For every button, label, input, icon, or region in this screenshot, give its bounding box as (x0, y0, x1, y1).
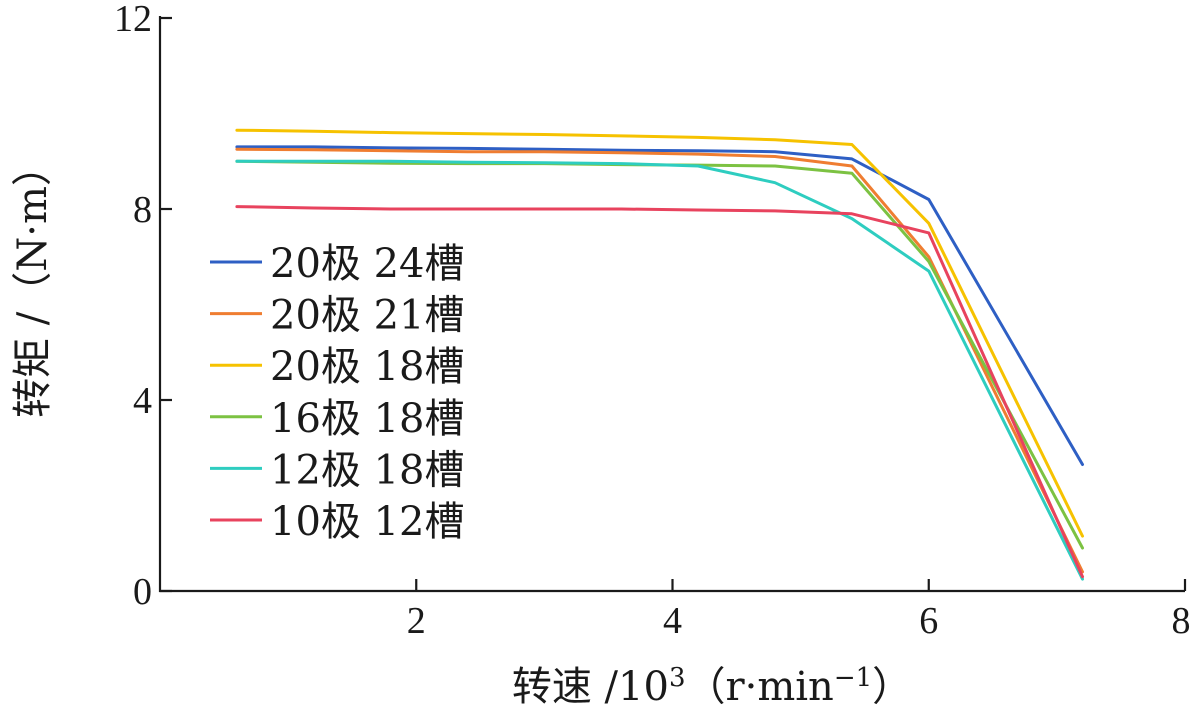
legend-label: 10极 12槽 (270, 499, 465, 545)
y-tick-label: 4 (133, 380, 152, 422)
y-tick-label: 8 (133, 189, 152, 231)
legend-label: 12极 18槽 (270, 447, 465, 493)
x-axis-label-unit-exp: −1 (834, 663, 872, 693)
legend-label: 20极 21槽 (270, 293, 465, 339)
x-tick-label: 2 (407, 600, 426, 642)
legend-label: 20极 24槽 (270, 241, 465, 287)
y-axis-title: 转矩 /（N·m） (10, 146, 56, 418)
series-line-5 (235, 159, 1084, 581)
y-tick-label: 0 (133, 571, 152, 613)
x-tick-label: 4 (663, 600, 682, 642)
x-axis-label-unit: （r·min (685, 664, 833, 710)
legend-label: 16极 18槽 (270, 396, 465, 442)
legend-label: 20极 18槽 (270, 344, 465, 390)
ticks: 0 4 8 12 2 4 6 8 (114, 0, 1191, 642)
x-axis-label-main: 转速 /10 (512, 664, 669, 710)
legend: 20极 24槽 20极 21槽 20极 18槽 16极 18槽 12极 18槽 10极 1… (210, 241, 465, 545)
x-axis-title: 转速 /103（r·min−1） (512, 663, 912, 710)
y-tick-label: 12 (114, 0, 152, 40)
x-tick-label: 6 (919, 600, 938, 642)
series-line-6 (235, 205, 1084, 579)
x-axis-label-exp: 3 (669, 663, 686, 693)
x-tick-label: 8 (1172, 600, 1191, 642)
series-line-2 (235, 147, 1084, 574)
plot-area (235, 128, 1084, 581)
x-axis-label-close: ） (872, 664, 912, 710)
series-line-3 (235, 128, 1084, 538)
